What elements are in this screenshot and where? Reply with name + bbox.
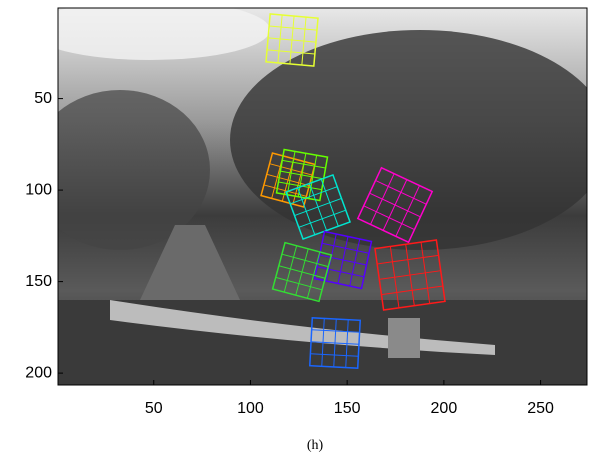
y-tick-label: 50 [34, 90, 52, 107]
photo [30, 0, 589, 385]
x-tick-label: 100 [237, 400, 264, 417]
x-tick-label: 150 [334, 400, 361, 417]
x-tick-label: 50 [145, 400, 163, 417]
caption: (h) [307, 438, 324, 453]
y-tick-label: 200 [25, 364, 52, 381]
x-tick-label: 250 [527, 400, 554, 417]
y-tick-label: 100 [25, 181, 52, 198]
x-tick-label: 200 [431, 400, 458, 417]
figure: (h) 50 100 150 200 250 50 100 150 200 [0, 0, 589, 461]
y-tick-label: 150 [25, 273, 52, 290]
